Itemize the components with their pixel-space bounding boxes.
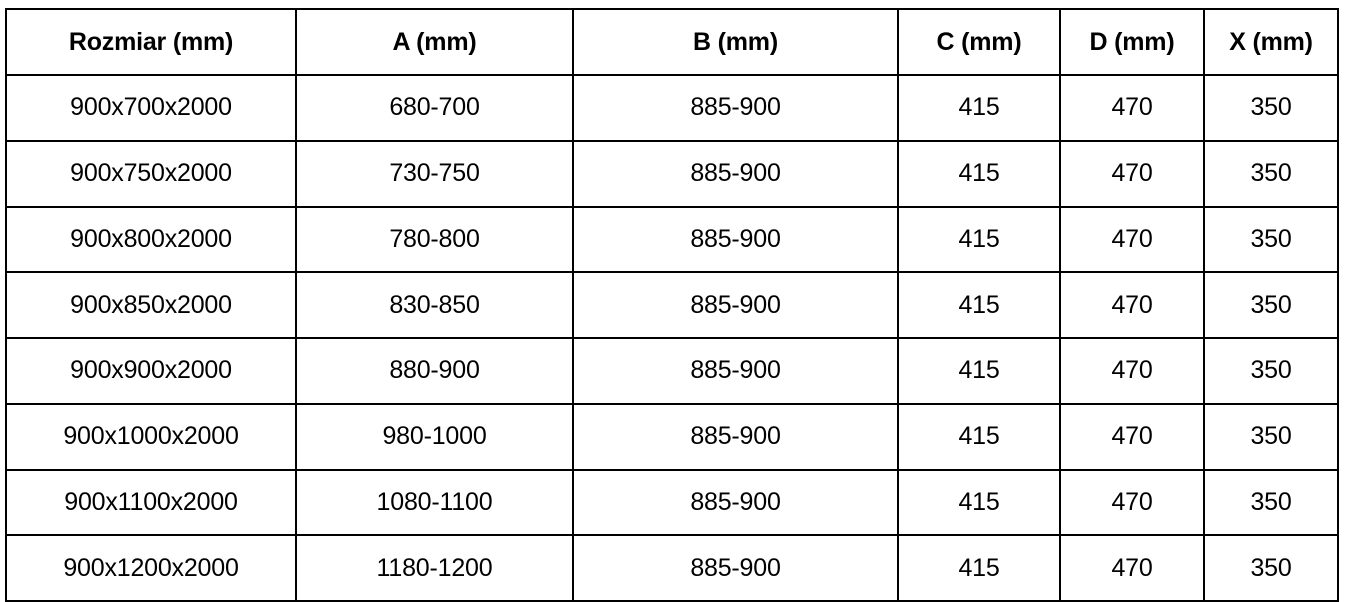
cell-c: 415 [897, 74, 1061, 142]
column-header-x: X (mm) [1203, 8, 1339, 76]
table-header-row: Rozmiar (mm) A (mm) B (mm) C (mm) D (mm)… [5, 8, 1339, 76]
cell-a: 780-800 [295, 205, 574, 274]
table-header: Rozmiar (mm) A (mm) B (mm) C (mm) D (mm)… [5, 8, 1339, 76]
cell-a: 980-1000 [295, 402, 574, 471]
cell-size: 900x750x2000 [5, 139, 297, 208]
cell-b: 885-900 [572, 534, 899, 602]
spec-table-container: Rozmiar (mm) A (mm) B (mm) C (mm) D (mm)… [5, 8, 1339, 602]
table-row: 900x800x2000 780-800 885-900 415 470 350 [5, 205, 1339, 274]
cell-b: 885-900 [572, 205, 899, 274]
cell-c: 415 [897, 205, 1061, 274]
cell-d: 470 [1059, 271, 1205, 339]
table-row: 900x700x2000 680-700 885-900 415 470 350 [5, 74, 1339, 142]
column-header-d: D (mm) [1059, 8, 1205, 76]
table-row: 900x1100x2000 1080-1100 885-900 415 470 350 [5, 468, 1339, 537]
cell-a: 880-900 [295, 337, 574, 405]
column-header-size: Rozmiar (mm) [5, 8, 297, 76]
cell-x: 350 [1203, 139, 1339, 208]
cell-d: 470 [1059, 534, 1205, 602]
cell-a: 730-750 [295, 139, 574, 208]
cell-d: 470 [1059, 74, 1205, 142]
dimensions-table: Rozmiar (mm) A (mm) B (mm) C (mm) D (mm)… [5, 8, 1339, 602]
cell-d: 470 [1059, 139, 1205, 208]
cell-x: 350 [1203, 534, 1339, 602]
cell-a: 680-700 [295, 74, 574, 142]
table-row: 900x750x2000 730-750 885-900 415 470 350 [5, 139, 1339, 208]
cell-x: 350 [1203, 468, 1339, 537]
cell-d: 470 [1059, 205, 1205, 274]
column-header-a: A (mm) [295, 8, 574, 76]
cell-b: 885-900 [572, 271, 899, 339]
cell-a: 830-850 [295, 271, 574, 339]
cell-x: 350 [1203, 205, 1339, 274]
cell-b: 885-900 [572, 337, 899, 405]
column-header-b: B (mm) [572, 8, 899, 76]
cell-d: 470 [1059, 402, 1205, 471]
cell-size: 900x850x2000 [5, 271, 297, 339]
cell-x: 350 [1203, 337, 1339, 405]
cell-c: 415 [897, 139, 1061, 208]
column-header-c: C (mm) [897, 8, 1061, 76]
cell-c: 415 [897, 402, 1061, 471]
cell-a: 1180-1200 [295, 534, 574, 602]
cell-c: 415 [897, 337, 1061, 405]
cell-size: 900x800x2000 [5, 205, 297, 274]
cell-x: 350 [1203, 271, 1339, 339]
cell-size: 900x700x2000 [5, 74, 297, 142]
table-body: 900x700x2000 680-700 885-900 415 470 350 900x7… [5, 74, 1339, 602]
cell-c: 415 [897, 271, 1061, 339]
table-row: 900x1200x2000 1180-1200 885-900 415 470 350 [5, 534, 1339, 602]
cell-x: 350 [1203, 402, 1339, 471]
cell-c: 415 [897, 534, 1061, 602]
cell-d: 470 [1059, 468, 1205, 537]
cell-size: 900x1200x2000 [5, 534, 297, 602]
cell-size: 900x900x2000 [5, 337, 297, 405]
table-row: 900x1000x2000 980-1000 885-900 415 470 350 [5, 402, 1339, 471]
table-row: 900x850x2000 830-850 885-900 415 470 350 [5, 271, 1339, 339]
cell-b: 885-900 [572, 139, 899, 208]
cell-a: 1080-1100 [295, 468, 574, 537]
cell-x: 350 [1203, 74, 1339, 142]
cell-b: 885-900 [572, 74, 899, 142]
cell-size: 900x1000x2000 [5, 402, 297, 471]
cell-d: 470 [1059, 337, 1205, 405]
cell-b: 885-900 [572, 402, 899, 471]
table-row: 900x900x2000 880-900 885-900 415 470 350 [5, 337, 1339, 405]
cell-size: 900x1100x2000 [5, 468, 297, 537]
cell-b: 885-900 [572, 468, 899, 537]
cell-c: 415 [897, 468, 1061, 537]
